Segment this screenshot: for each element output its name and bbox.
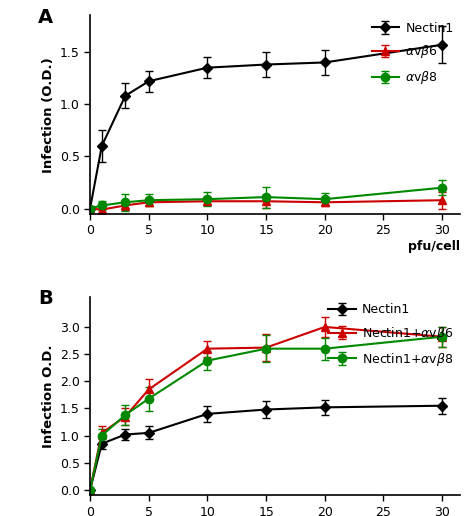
Legend: Nectin1, Nectin1+$\alpha$v$\beta$6, Nectin1+$\alpha$v$\beta$8: Nectin1, Nectin1+$\alpha$v$\beta$6, Nect… — [328, 303, 454, 368]
Y-axis label: Infection O.D.: Infection O.D. — [43, 345, 55, 448]
Text: pfu/cell: pfu/cell — [408, 239, 460, 252]
Text: A: A — [38, 8, 54, 26]
Legend: Nectin1, $\alpha$v$\beta$6, $\alpha$v$\beta$8: Nectin1, $\alpha$v$\beta$6, $\alpha$v$\b… — [372, 22, 454, 86]
Text: B: B — [38, 289, 53, 308]
Y-axis label: Infection (O.D.): Infection (O.D.) — [43, 57, 55, 172]
